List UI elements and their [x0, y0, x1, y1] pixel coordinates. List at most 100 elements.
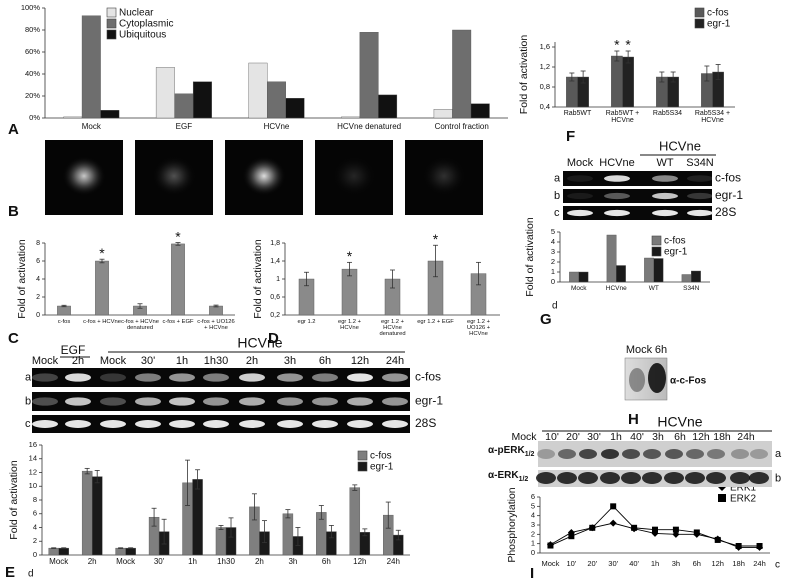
- gel-band: [347, 373, 373, 382]
- y-tick-label: 0: [36, 312, 40, 319]
- bar: [470, 103, 490, 119]
- point: [693, 529, 700, 536]
- y-tick-label: 0,6: [270, 294, 280, 301]
- x-tick-label: c-fos + EGF: [162, 319, 194, 325]
- y-axis-label: Fold of activation: [252, 239, 264, 319]
- x-tick-label: Mock: [81, 122, 101, 131]
- y-tick-label: 1,6: [540, 42, 550, 51]
- x-tick-label: 2h: [87, 557, 97, 566]
- x-tick-label: WT: [648, 285, 659, 292]
- blot-band: [621, 472, 641, 484]
- lane-label: Mock: [100, 355, 127, 367]
- significance-mark: *: [433, 231, 439, 247]
- panel-label: B: [8, 203, 19, 220]
- y-tick-label: 8: [33, 495, 37, 504]
- row-name: 28S: [415, 416, 436, 430]
- lane-label: Mock: [32, 355, 59, 367]
- legend-label: egr-1: [707, 19, 731, 30]
- gel-band: [604, 192, 630, 200]
- y-axis-label: Fold of activation: [524, 217, 536, 297]
- gel-band: [652, 192, 678, 200]
- bar: [100, 110, 120, 119]
- gel-band: [567, 209, 593, 217]
- gel-header: EGF: [61, 343, 86, 357]
- gel-band: [652, 209, 678, 217]
- x-tick-label: c-fos: [57, 319, 71, 325]
- y-tick-label: 2: [531, 529, 535, 538]
- row-letter: a: [25, 371, 32, 383]
- panel-label: I: [530, 565, 534, 582]
- gel-band: [65, 373, 91, 382]
- lane-label: 24h: [737, 431, 755, 443]
- gel-band: [312, 420, 338, 428]
- x-tick-label: Rab5WT + HCVne: [605, 110, 640, 125]
- lane-label: 6h: [655, 344, 667, 356]
- gel-band: [135, 373, 161, 382]
- lane-label: 1h30: [204, 355, 228, 367]
- legend-label: c-fos: [370, 451, 392, 462]
- x-tick-label: Rab5S34 + HCVne: [694, 110, 731, 125]
- significance-mark: *: [614, 37, 620, 53]
- sub-label: c: [775, 560, 780, 571]
- legend-swatch: [694, 7, 705, 18]
- legend-swatch: [106, 29, 117, 40]
- y-tick-label: 0,2: [270, 312, 280, 319]
- lane-label: S34N: [686, 157, 714, 169]
- gel-band: [203, 373, 229, 382]
- significance-mark: *: [175, 228, 181, 244]
- point: [714, 536, 721, 543]
- legend-marker: [718, 494, 726, 502]
- blot-band: [600, 472, 620, 484]
- x-tick-label: Control fraction: [434, 122, 489, 131]
- gel-band: [135, 397, 161, 406]
- y-tick-label: 0: [33, 550, 37, 559]
- x-tick-label: Mock: [49, 557, 69, 566]
- gel-strip: [563, 189, 712, 203]
- lane-label: 30': [141, 355, 155, 367]
- gel-band: [32, 420, 58, 428]
- gel-band: [239, 420, 265, 428]
- y-tick-label: 12: [29, 467, 37, 476]
- x-tick-label: 40': [629, 559, 639, 568]
- x-tick-label: egr 1.2 + HCVne: [337, 319, 362, 332]
- x-tick-label: 1h: [188, 557, 197, 566]
- row-letter: a: [554, 172, 561, 184]
- row-letter: c: [25, 418, 31, 430]
- y-tick-label: 5: [551, 227, 555, 236]
- antibody-label: α-pERK1/2: [488, 445, 534, 458]
- blot-band: [750, 449, 768, 459]
- antibody-subscript: 1/2: [518, 475, 529, 483]
- x-tick-label: 1h: [650, 559, 660, 568]
- blot-band: [706, 472, 726, 484]
- point: [631, 524, 638, 531]
- lane-label: 20': [566, 431, 580, 443]
- row-letter: b: [25, 395, 31, 407]
- legend-swatch: [357, 461, 368, 472]
- blot-band: [578, 472, 598, 484]
- bar: [653, 258, 664, 283]
- gel-band: [312, 373, 338, 382]
- y-tick-label: 0,8: [540, 82, 550, 91]
- cell-signal: [62, 156, 106, 196]
- x-tick-label: 3h: [288, 557, 298, 566]
- gel-band: [169, 397, 195, 406]
- y-tick-label: 2: [33, 536, 37, 545]
- y-tick-label: 1,8: [270, 240, 280, 247]
- legend-swatch: [106, 18, 117, 29]
- lane-label: 40': [630, 431, 644, 443]
- bar: [578, 271, 589, 283]
- antibody-name: α-ERK: [488, 469, 519, 481]
- y-tick-label: 4: [531, 511, 535, 520]
- lane-label: 2h: [246, 355, 258, 367]
- gel-band: [32, 373, 58, 382]
- lane-label: HCVne: [599, 157, 634, 169]
- y-tick-label: 1: [531, 539, 535, 548]
- x-tick-label: 20': [587, 559, 598, 568]
- lane-label: 24h: [386, 355, 404, 367]
- x-tick-label: 12h: [353, 557, 367, 566]
- x-tick-label: c-fos + HCVne: [83, 319, 121, 325]
- row-name: egr-1: [715, 188, 743, 202]
- gel-band: [567, 175, 593, 182]
- significance-mark: *: [347, 248, 353, 264]
